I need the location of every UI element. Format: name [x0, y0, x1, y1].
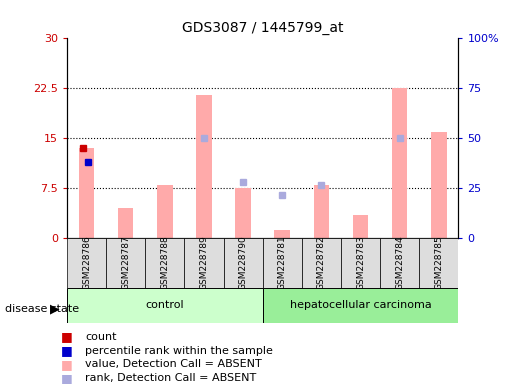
- Text: GSM228786: GSM228786: [82, 236, 91, 290]
- Bar: [341, 238, 380, 288]
- Text: GSM228783: GSM228783: [356, 236, 365, 290]
- Text: value, Detection Call = ABSENT: value, Detection Call = ABSENT: [85, 359, 262, 369]
- Bar: [380, 238, 419, 288]
- Bar: [263, 238, 302, 288]
- Bar: [67, 238, 106, 288]
- Text: hepatocellular carcinoma: hepatocellular carcinoma: [289, 300, 432, 310]
- Bar: [314, 185, 329, 238]
- Text: GSM228789: GSM228789: [199, 236, 209, 290]
- Bar: [106, 238, 145, 288]
- Text: GSM228782: GSM228782: [317, 236, 326, 290]
- Text: count: count: [85, 332, 117, 342]
- Title: GDS3087 / 1445799_at: GDS3087 / 1445799_at: [182, 21, 344, 35]
- Text: rank, Detection Call = ABSENT: rank, Detection Call = ABSENT: [85, 373, 257, 383]
- Bar: [145, 238, 184, 288]
- Bar: [157, 185, 173, 238]
- Bar: [392, 88, 407, 238]
- Bar: [263, 288, 458, 323]
- Text: GSM228785: GSM228785: [434, 236, 443, 290]
- Text: GSM228788: GSM228788: [160, 236, 169, 290]
- Text: ■: ■: [61, 330, 72, 343]
- Bar: [274, 230, 290, 238]
- Text: ■: ■: [61, 372, 72, 384]
- Bar: [79, 148, 94, 238]
- Text: disease state: disease state: [5, 304, 79, 314]
- Bar: [419, 238, 458, 288]
- Bar: [224, 238, 263, 288]
- Bar: [184, 238, 224, 288]
- Bar: [67, 288, 263, 323]
- Bar: [235, 188, 251, 238]
- Bar: [196, 95, 212, 238]
- Bar: [431, 132, 447, 238]
- Text: GSM228781: GSM228781: [278, 236, 287, 290]
- Text: percentile rank within the sample: percentile rank within the sample: [85, 346, 273, 356]
- Text: GSM228784: GSM228784: [395, 236, 404, 290]
- Text: GSM228790: GSM228790: [238, 236, 248, 290]
- Text: control: control: [146, 300, 184, 310]
- Bar: [353, 215, 368, 238]
- Text: ■: ■: [61, 358, 72, 371]
- Text: ▶: ▶: [49, 303, 59, 316]
- Bar: [302, 238, 341, 288]
- Bar: [118, 208, 133, 238]
- Text: ■: ■: [61, 344, 72, 357]
- Text: GSM228787: GSM228787: [121, 236, 130, 290]
